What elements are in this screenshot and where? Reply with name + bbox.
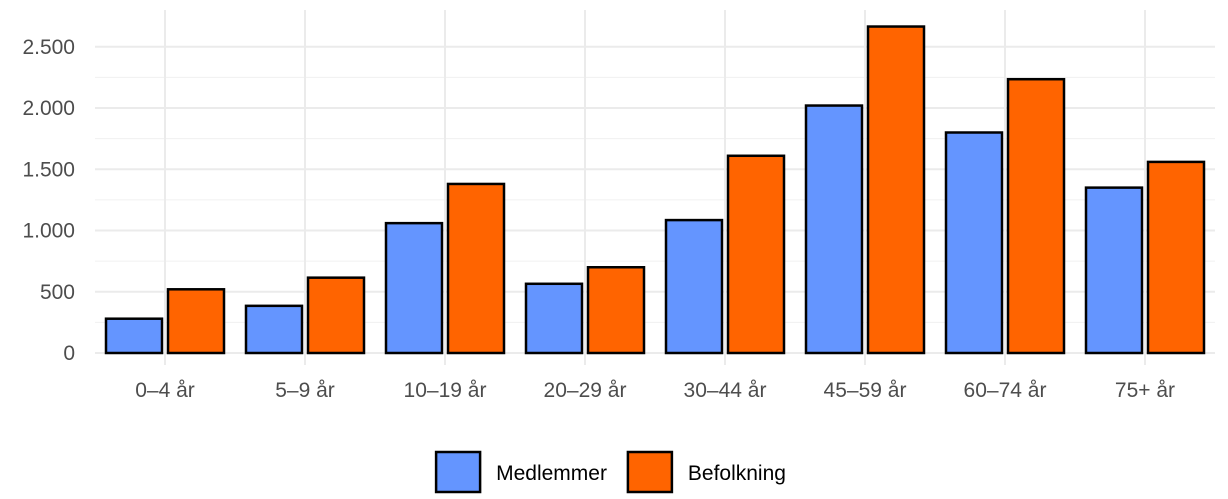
bar-befolkning-3: [586, 266, 646, 355]
bar-medlemmer-2: [384, 221, 444, 355]
bar-medlemmer-5: [804, 104, 864, 355]
bar-befolkning-0: [166, 288, 226, 355]
y-tick-label: 2.500: [22, 36, 75, 59]
bar-medlemmer-3: [524, 282, 584, 355]
x-tick-label: 0–4 år: [135, 379, 195, 402]
x-axis: 0–4 år 5–9 år 10–19 år 20–29 år 30–44 år 45–5…: [135, 379, 1175, 402]
legend-label-medlemmer: Medlemmer: [496, 462, 607, 485]
y-tick-label: 0: [63, 342, 75, 365]
x-tick-label: 30–44 år: [684, 379, 767, 402]
legend: Medlemmer Befolkning: [434, 450, 786, 494]
bar-befolkning-5: [866, 25, 926, 355]
legend-label-befolkning: Befolkning: [688, 462, 786, 485]
bar-medlemmer-7: [1084, 186, 1144, 355]
y-tick-label: 2.000: [22, 97, 75, 120]
x-tick-label: 60–74 år: [964, 379, 1047, 402]
legend-key-medlemmer: [434, 450, 482, 494]
bar-befolkning-2: [446, 182, 506, 355]
y-axis: 0 500 1.000 1.500 2.000 2.500: [22, 36, 75, 365]
x-tick-label: 20–29 år: [544, 379, 627, 402]
x-tick-label: 10–19 år: [404, 379, 487, 402]
legend-key-befolkning: [626, 450, 674, 494]
x-tick-label: 5–9 år: [275, 379, 335, 402]
y-tick-label: 1.000: [22, 220, 75, 243]
bar-medlemmer-6: [944, 131, 1004, 355]
bar-medlemmer-4: [664, 218, 724, 355]
bar-befolkning-1: [306, 276, 366, 355]
bar-befolkning-7: [1146, 160, 1206, 355]
x-tick-label: 45–59 år: [824, 379, 907, 402]
bar-befolkning-4: [726, 154, 786, 355]
bar-medlemmer-1: [244, 304, 304, 355]
bars: [104, 25, 1206, 355]
y-tick-label: 1.500: [22, 158, 75, 181]
x-tick-label: 75+ år: [1115, 379, 1175, 402]
bar-befolkning-6: [1006, 77, 1066, 355]
bar-medlemmer-0: [104, 317, 164, 355]
y-tick-label: 500: [40, 281, 75, 304]
